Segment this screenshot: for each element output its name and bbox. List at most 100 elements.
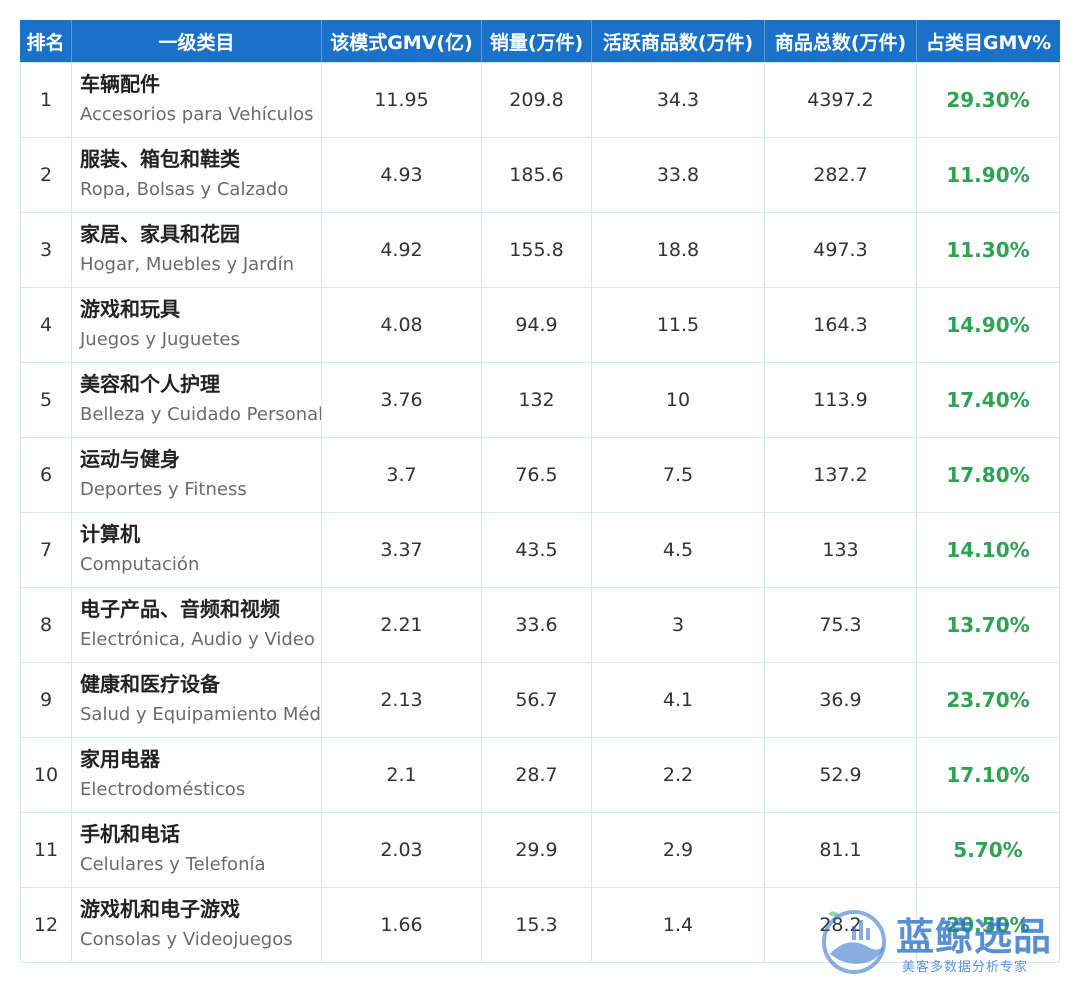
table-row[interactable]: 3 家居、家具和花园 Hogar, Muebles y Jardín 4.92 155.…: [20, 213, 1060, 288]
header-gmv[interactable]: 该模式GMV(亿): [322, 20, 482, 62]
sales-cell: 15.3: [482, 888, 592, 963]
table-row[interactable]: 9 健康和医疗设备 Salud y Equipamiento Médic 2.13 56…: [20, 663, 1060, 738]
gmv-share-cell: 17.80%: [917, 438, 1060, 513]
active-items-cell: 34.3: [592, 62, 765, 138]
active-items-cell: 33.8: [592, 138, 765, 213]
rank-cell: 1: [20, 62, 72, 138]
table-header-row: 排名 一级类目 该模式GMV(亿) 销量(万件) 活跃商品数(万件) 商品总数(…: [20, 20, 1060, 62]
gmv-cell: 3.76: [322, 363, 482, 438]
category-name-cn: 手机和电话: [80, 822, 180, 846]
total-items-cell: 81.1: [765, 813, 917, 888]
watermark-title: 蓝鲸选品: [896, 915, 1053, 959]
gmv-share-cell: 17.10%: [917, 738, 1060, 813]
active-items-cell: 4.5: [592, 513, 765, 588]
total-items-cell: 133: [765, 513, 917, 588]
active-items-cell: 4.1: [592, 663, 765, 738]
category-name-es: Hogar, Muebles y Jardín: [80, 254, 295, 275]
table-row[interactable]: 7 计算机 Computación 3.37 43.5 4.5 133 14.10%: [20, 513, 1060, 588]
rank-cell: 10: [20, 738, 72, 813]
table-row[interactable]: 10 家用电器 Electrodomésticos 2.1 28.7 2.2 52.9 17.…: [20, 738, 1060, 813]
category-name-es: Juegos y Juguetes: [80, 329, 240, 350]
gmv-cell: 4.08: [322, 288, 482, 363]
sales-cell: 76.5: [482, 438, 592, 513]
gmv-share-cell: 13.70%: [917, 588, 1060, 663]
table-row[interactable]: 4 游戏和玩具 Juegos y Juguetes 4.08 94.9 11.5 164.3…: [20, 288, 1060, 363]
rank-cell: 3: [20, 213, 72, 288]
rank-cell: 9: [20, 663, 72, 738]
category-name-cn: 健康和医疗设备: [80, 672, 220, 696]
table-row[interactable]: 2 服装、箱包和鞋类 Ropa, Bolsas y Calzado 4.93 185.6…: [20, 138, 1060, 213]
category-gmv-table: 排名 一级类目 该模式GMV(亿) 销量(万件) 活跃商品数(万件) 商品总数(…: [20, 20, 1060, 963]
table-row[interactable]: 1 车辆配件 Accesorios para Vehículos 11.95 209.8…: [20, 62, 1060, 138]
category-cell: 家居、家具和花园 Hogar, Muebles y Jardín: [72, 213, 322, 288]
sales-cell: 94.9: [482, 288, 592, 363]
active-items-cell: 11.5: [592, 288, 765, 363]
gmv-cell: 11.95: [322, 62, 482, 138]
active-items-cell: 3: [592, 588, 765, 663]
active-items-cell: 1.4: [592, 888, 765, 963]
table-row[interactable]: 11 手机和电话 Celulares y Telefonía 2.03 29.9 2.9 8…: [20, 813, 1060, 888]
rank-cell: 6: [20, 438, 72, 513]
category-name-cn: 服装、箱包和鞋类: [80, 147, 240, 171]
category-name-es: Electrónica, Audio y Video: [80, 629, 315, 650]
rank-cell: 12: [20, 888, 72, 963]
gmv-share-cell: 11.30%: [917, 213, 1060, 288]
category-cell: 计算机 Computación: [72, 513, 322, 588]
gmv-share-cell: 14.90%: [917, 288, 1060, 363]
gmv-cell: 3.37: [322, 513, 482, 588]
rank-cell: 4: [20, 288, 72, 363]
sales-cell: 43.5: [482, 513, 592, 588]
gmv-cell: 2.1: [322, 738, 482, 813]
sales-cell: 155.8: [482, 213, 592, 288]
gmv-cell: 4.92: [322, 213, 482, 288]
header-category[interactable]: 一级类目: [72, 20, 322, 62]
gmv-cell: 3.7: [322, 438, 482, 513]
rank-cell: 2: [20, 138, 72, 213]
watermark-subtitle: 美客多数据分析专家: [902, 960, 1029, 975]
gmv-share-cell: 11.90%: [917, 138, 1060, 213]
category-name-es: Ropa, Bolsas y Calzado: [80, 179, 289, 200]
category-cell: 美容和个人护理 Belleza y Cuidado Personal: [72, 363, 322, 438]
table-row[interactable]: 6 运动与健身 Deportes y Fitness 3.7 76.5 7.5 137.2 1…: [20, 438, 1060, 513]
category-name-es: Consolas y Videojuegos: [80, 929, 293, 950]
gmv-cell: 4.93: [322, 138, 482, 213]
total-items-cell: 52.9: [765, 738, 917, 813]
sales-cell: 28.7: [482, 738, 592, 813]
whale-icon: [822, 910, 886, 974]
data-table-container: 排名 一级类目 该模式GMV(亿) 销量(万件) 活跃商品数(万件) 商品总数(…: [20, 20, 1060, 963]
rank-cell: 7: [20, 513, 72, 588]
header-total-items[interactable]: 商品总数(万件): [765, 20, 917, 62]
category-cell: 车辆配件 Accesorios para Vehículos: [72, 62, 322, 138]
rank-cell: 5: [20, 363, 72, 438]
category-name-cn: 家用电器: [80, 747, 160, 771]
total-items-cell: 36.9: [765, 663, 917, 738]
category-name-es: Celulares y Telefonía: [80, 854, 266, 875]
gmv-share-cell: 14.10%: [917, 513, 1060, 588]
category-cell: 手机和电话 Celulares y Telefonía: [72, 813, 322, 888]
sales-cell: 185.6: [482, 138, 592, 213]
category-name-es: Deportes y Fitness: [80, 479, 247, 500]
rank-cell: 8: [20, 588, 72, 663]
table-row[interactable]: 8 电子产品、音频和视频 Electrónica, Audio y Video 2.2…: [20, 588, 1060, 663]
active-items-cell: 10: [592, 363, 765, 438]
category-name-cn: 电子产品、音频和视频: [80, 597, 280, 621]
gmv-share-cell: 5.70%: [917, 813, 1060, 888]
total-items-cell: 4397.2: [765, 62, 917, 138]
sales-cell: 209.8: [482, 62, 592, 138]
header-gmv-share[interactable]: 占类目GMV%: [917, 20, 1060, 62]
gmv-cell: 2.13: [322, 663, 482, 738]
total-items-cell: 164.3: [765, 288, 917, 363]
header-rank[interactable]: 排名: [20, 20, 72, 62]
gmv-cell: 2.03: [322, 813, 482, 888]
category-name-cn: 运动与健身: [80, 447, 180, 471]
gmv-share-cell: 23.70%: [917, 663, 1060, 738]
sales-cell: 56.7: [482, 663, 592, 738]
table-row[interactable]: 5 美容和个人护理 Belleza y Cuidado Personal 3.76 13…: [20, 363, 1060, 438]
category-name-cn: 计算机: [80, 522, 140, 546]
header-active-items[interactable]: 活跃商品数(万件): [592, 20, 765, 62]
header-sales[interactable]: 销量(万件): [482, 20, 592, 62]
total-items-cell: 497.3: [765, 213, 917, 288]
table-row[interactable]: 12 游戏机和电子游戏 Consolas y Videojuegos 1.66 15.3…: [20, 888, 1060, 963]
category-name-es: Accesorios para Vehículos: [80, 104, 314, 125]
category-name-cn: 家居、家具和花园: [80, 222, 240, 246]
